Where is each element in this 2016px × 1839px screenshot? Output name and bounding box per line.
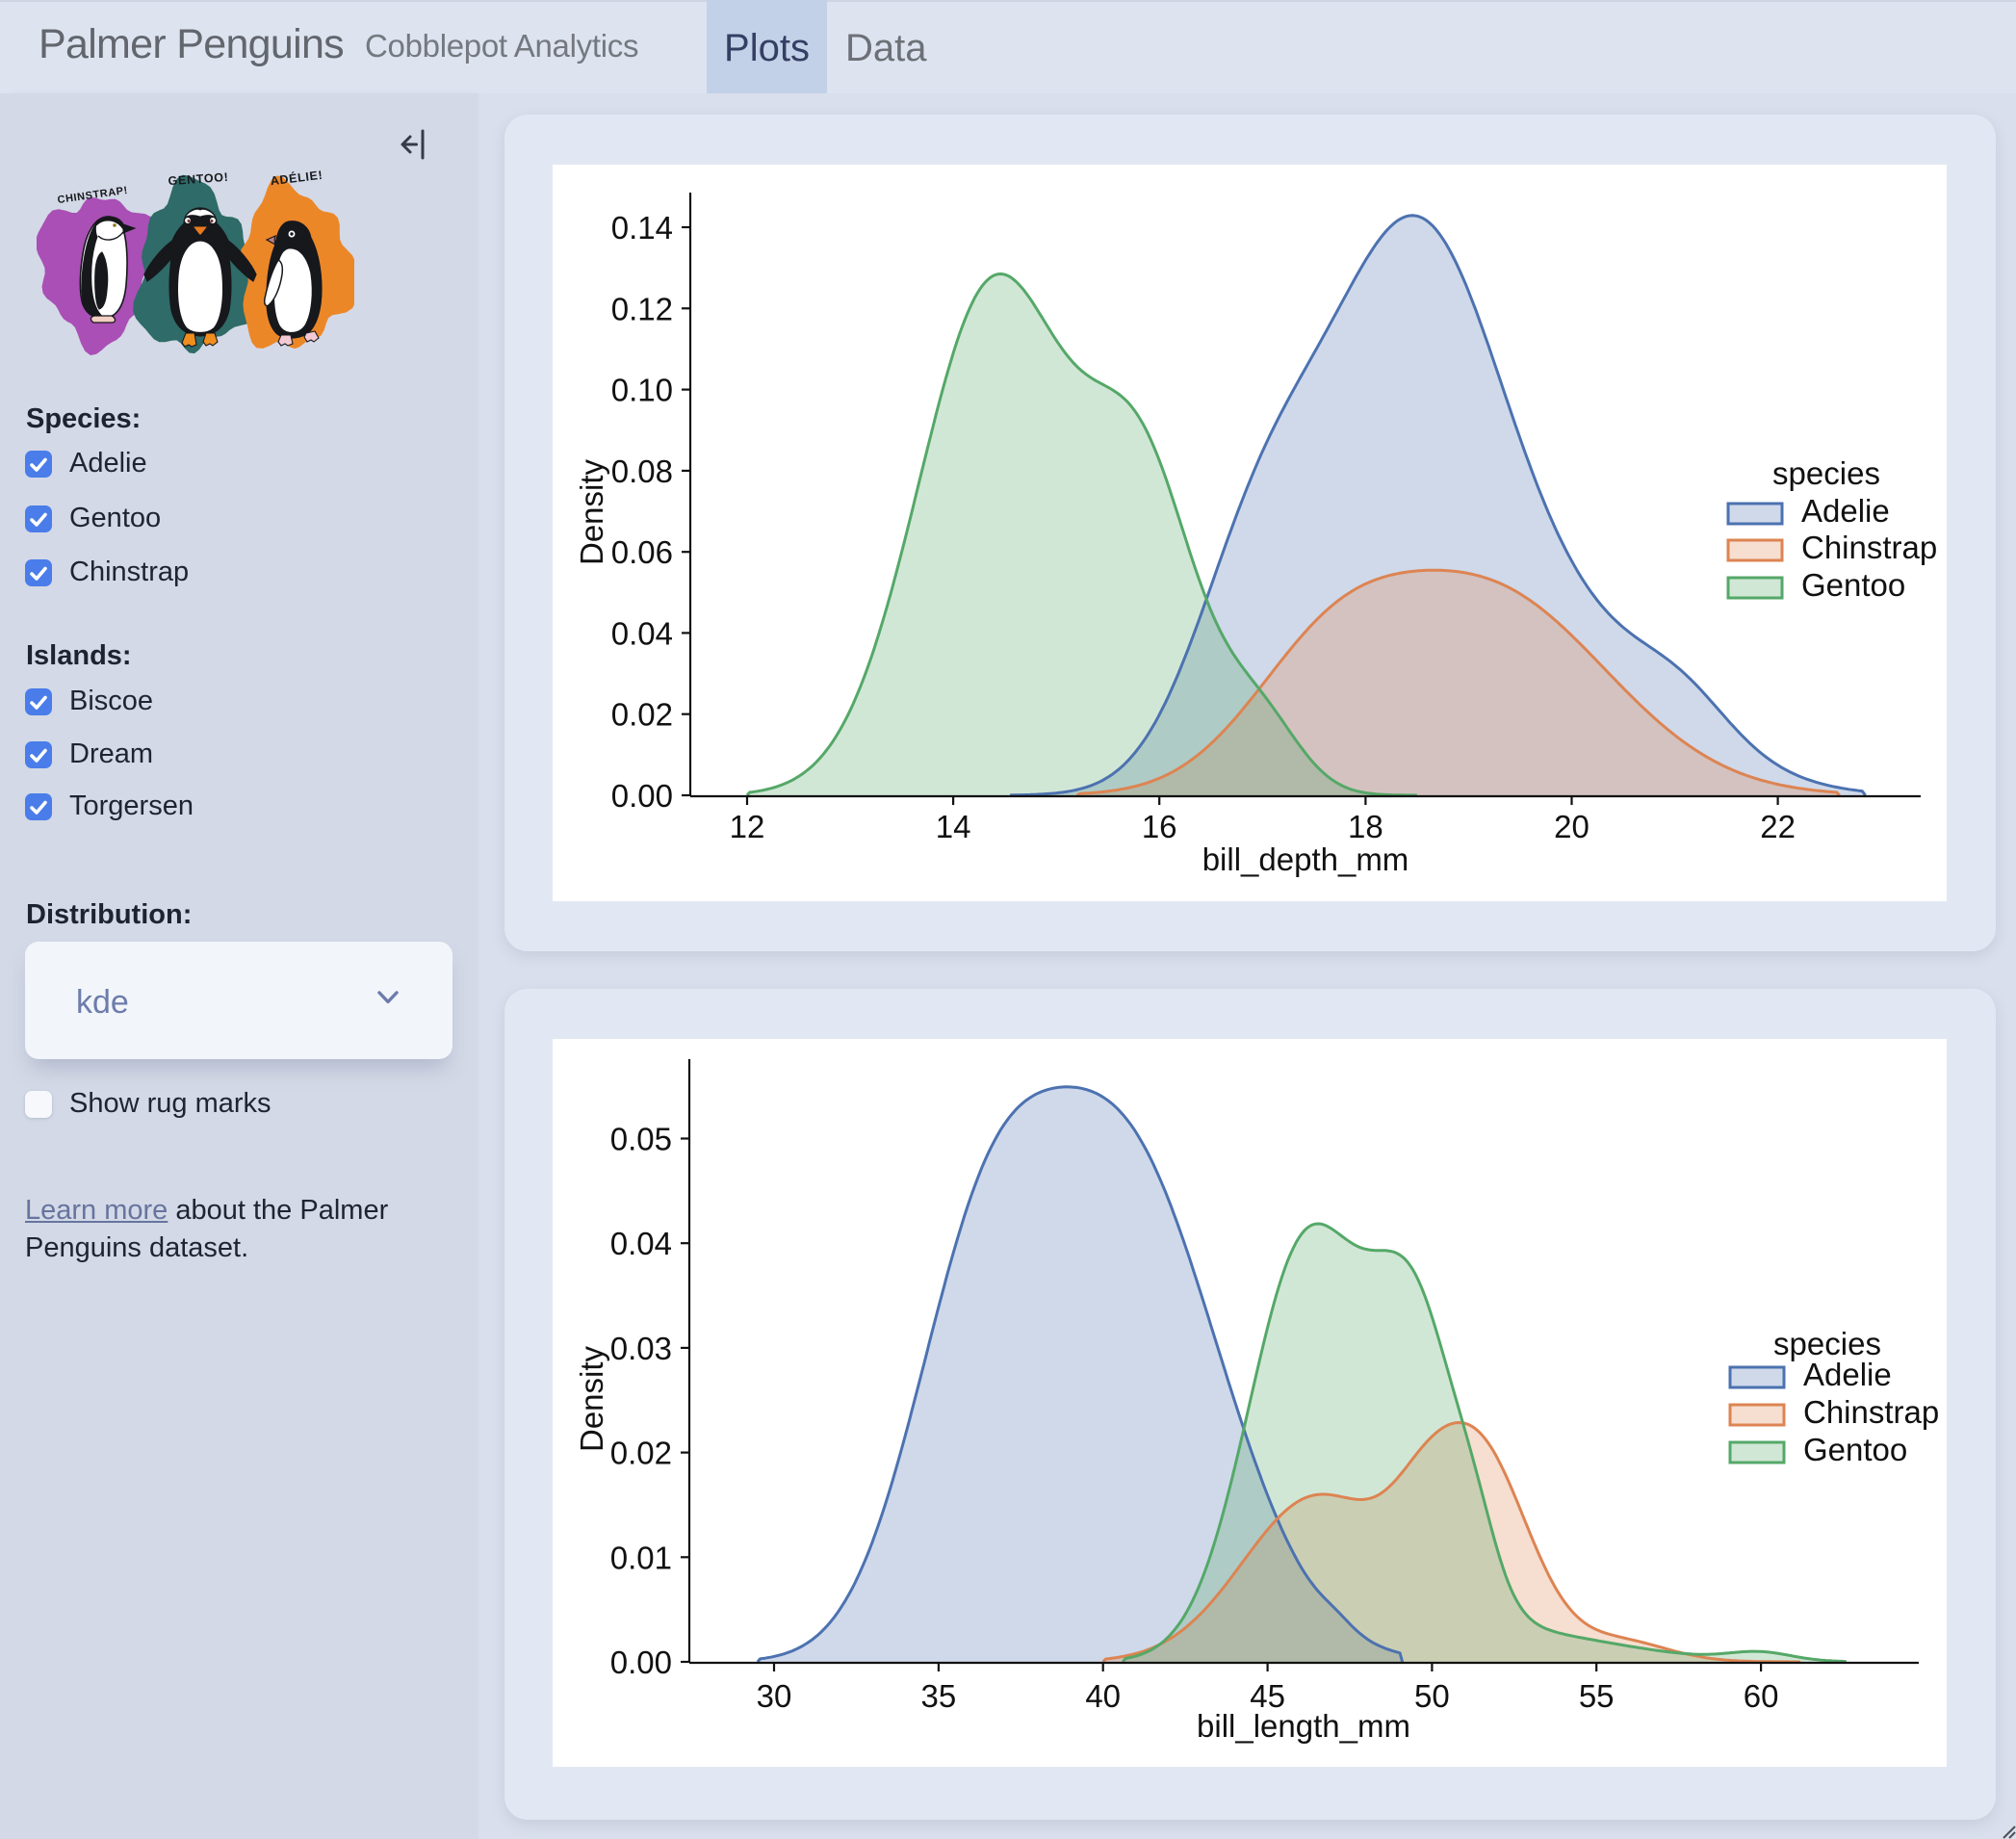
svg-text:40: 40 — [1085, 1678, 1121, 1714]
svg-text:0.10: 0.10 — [611, 373, 673, 408]
svg-text:55: 55 — [1579, 1678, 1615, 1714]
svg-text:0.02: 0.02 — [610, 1436, 672, 1471]
svg-text:0.00: 0.00 — [611, 778, 673, 814]
svg-text:0.14: 0.14 — [611, 210, 673, 246]
svg-text:ADÉLIE!: ADÉLIE! — [270, 168, 323, 188]
svg-text:45: 45 — [1250, 1678, 1285, 1714]
svg-text:Gentoo: Gentoo — [1803, 1432, 1907, 1467]
svg-text:0.05: 0.05 — [610, 1122, 672, 1157]
svg-text:bill_length_mm: bill_length_mm — [1197, 1708, 1410, 1744]
svg-text:Adelie: Adelie — [1801, 493, 1890, 529]
svg-text:Density: Density — [574, 1345, 609, 1452]
svg-text:0.02: 0.02 — [611, 697, 673, 733]
svg-text:0.00: 0.00 — [610, 1645, 672, 1680]
svg-text:35: 35 — [921, 1678, 957, 1714]
svg-text:0.08: 0.08 — [611, 453, 673, 489]
svg-text:0.03: 0.03 — [610, 1331, 672, 1366]
svg-text:0.12: 0.12 — [611, 291, 673, 326]
svg-text:GENTOO!: GENTOO! — [168, 170, 229, 188]
svg-text:Adelie: Adelie — [1803, 1357, 1892, 1392]
svg-text:Density: Density — [574, 458, 609, 565]
svg-text:0.01: 0.01 — [610, 1540, 672, 1575]
svg-text:14: 14 — [936, 809, 971, 844]
svg-text:species: species — [1773, 1326, 1881, 1361]
svg-text:20: 20 — [1554, 809, 1590, 844]
svg-text:22: 22 — [1760, 809, 1796, 844]
svg-text:0.04: 0.04 — [611, 615, 673, 651]
svg-text:bill_depth_mm: bill_depth_mm — [1202, 842, 1409, 877]
svg-text:0.04: 0.04 — [610, 1226, 672, 1261]
svg-text:Chinstrap: Chinstrap — [1801, 530, 1937, 565]
svg-text:50: 50 — [1414, 1678, 1450, 1714]
svg-text:60: 60 — [1744, 1678, 1779, 1714]
svg-text:Chinstrap: Chinstrap — [1803, 1394, 1939, 1430]
svg-text:18: 18 — [1348, 809, 1383, 844]
svg-text:species: species — [1772, 455, 1880, 491]
svg-text:30: 30 — [757, 1678, 792, 1714]
svg-text:Gentoo: Gentoo — [1801, 567, 1905, 603]
svg-text:0.06: 0.06 — [611, 534, 673, 570]
svg-text:12: 12 — [730, 809, 765, 844]
svg-text:16: 16 — [1142, 809, 1177, 844]
